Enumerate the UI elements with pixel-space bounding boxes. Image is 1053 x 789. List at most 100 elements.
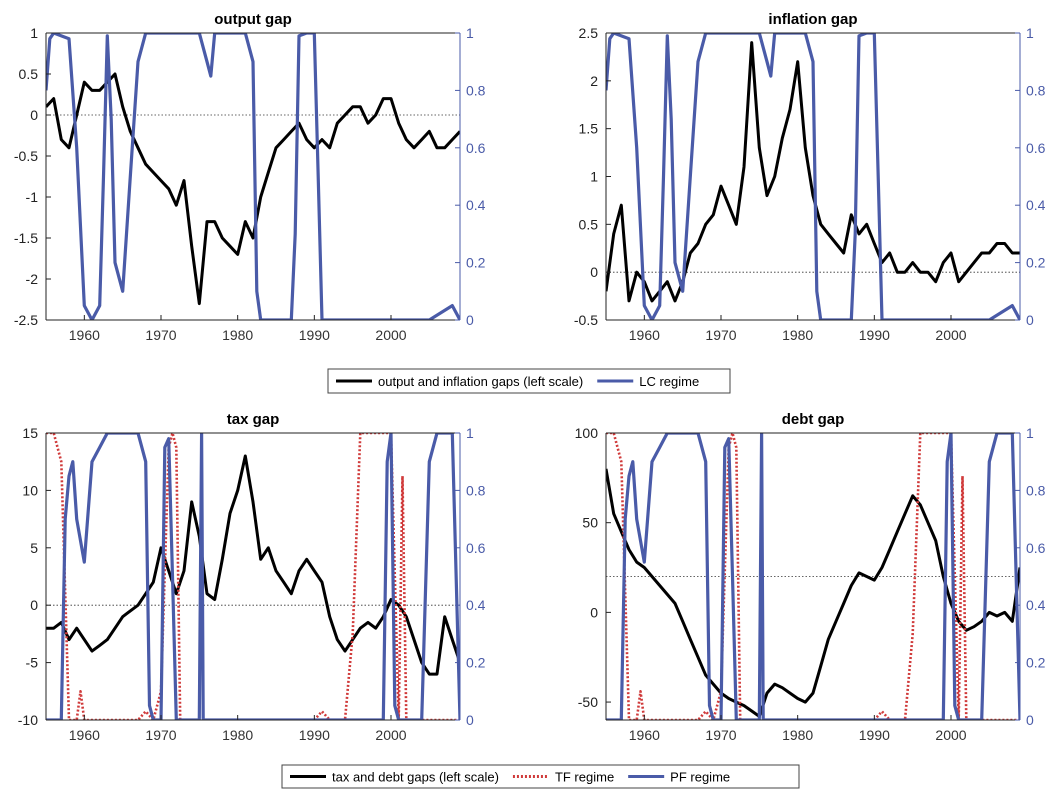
x-tick-label: 1970 (705, 727, 736, 743)
series-gap (606, 41, 1020, 303)
chart-title: output gap (214, 11, 291, 28)
series-group (46, 33, 460, 320)
x-tick-label: 1990 (299, 727, 330, 743)
x-tick-label: 2000 (375, 727, 406, 743)
legend-label: tax and debt gaps (left scale) (332, 770, 499, 785)
series-group (606, 33, 1020, 320)
y-tick-label: 5 (30, 540, 38, 556)
y-tick-label: 100 (575, 425, 599, 441)
chart-title: tax gap (227, 411, 280, 428)
x-tick-label: 1970 (145, 727, 176, 743)
y2-tick-label: 0.8 (466, 82, 486, 98)
y2-tick-label: 0.4 (1026, 197, 1046, 213)
series-lc-regime (606, 33, 1020, 320)
y-tick-label: -1 (26, 189, 39, 205)
y2-tick-label: 0 (1026, 712, 1034, 728)
y2-tick-label: 1 (466, 425, 474, 441)
y2-tick-label: 0.4 (466, 197, 486, 213)
x-tick-label: 1970 (145, 327, 176, 343)
y-tick-label: 0 (30, 597, 38, 613)
legend-box (281, 764, 800, 789)
y2-tick-label: 0.2 (466, 655, 486, 671)
y-tick-label: -5 (26, 655, 39, 671)
y2-tick-label: 0.6 (1026, 540, 1046, 556)
y-tick-label: 0 (590, 264, 598, 280)
y2-tick-label: 0.2 (1026, 255, 1046, 271)
x-tick-label: 1960 (629, 727, 660, 743)
series-tf-regime (46, 433, 460, 720)
y2-tick-label: 0.8 (466, 482, 486, 498)
y-tick-label: -2 (26, 271, 39, 287)
chart-title: debt gap (782, 411, 845, 428)
y-tick-label: -1.5 (14, 230, 38, 246)
y-tick-label: 50 (582, 515, 598, 531)
y-tick-label: 2 (590, 73, 598, 89)
x-tick-label: 1990 (859, 327, 890, 343)
y-tick-label: -0.5 (574, 312, 598, 328)
x-tick-label: 2000 (375, 327, 406, 343)
legend-label: output and inflation gaps (left scale) (378, 374, 583, 389)
y-tick-label: 2.5 (579, 25, 599, 41)
legend-label: TF regime (555, 770, 614, 785)
series-tf-regime (606, 433, 1020, 720)
y2-tick-label: 1 (1026, 25, 1034, 41)
x-tick-label: 2000 (935, 327, 966, 343)
y-tick-label: 10 (22, 482, 38, 498)
y-tick-label: 0 (590, 604, 598, 620)
x-tick-label: 1960 (69, 727, 100, 743)
series-gap (606, 468, 1020, 718)
x-tick-label: 1980 (222, 727, 253, 743)
y2-tick-label: 0.4 (1026, 597, 1046, 613)
x-tick-label: 1980 (222, 327, 253, 343)
y-tick-label: 1 (30, 25, 38, 41)
panel-inflation-gap: inflation gap 1960 1970 1980 1990 2000 -0.5 0 0.… (574, 11, 1046, 343)
x-tick-label: 1990 (299, 327, 330, 343)
y2-tick-label: 0.4 (466, 597, 486, 613)
panel-debt-gap: debt gap 1960 1970 1980 1990 2000 -50 0 50 100 0 0.… (575, 411, 1046, 743)
y2-tick-label: 0 (1026, 312, 1034, 328)
y-tick-label: 1 (590, 169, 598, 185)
series-pf-regime (46, 433, 460, 720)
y-tick-label: 0.5 (579, 216, 599, 232)
y2-tick-label: 0.2 (466, 255, 486, 271)
y-tick-label: 0 (30, 107, 38, 123)
y2-tick-label: 1 (1026, 425, 1034, 441)
y2-tick-label: 0.2 (1026, 655, 1046, 671)
legend-label: PF regime (670, 770, 730, 785)
y2-tick-label: 0 (466, 712, 474, 728)
legend-top: output and inflation gaps (left scale) LC… (327, 368, 731, 394)
x-tick-label: 2000 (935, 727, 966, 743)
series-gap (46, 454, 460, 676)
x-tick-label: 1960 (629, 327, 660, 343)
series-group (46, 433, 460, 720)
x-tick-label: 1980 (782, 327, 813, 343)
y-tick-label: -50 (578, 694, 598, 710)
series-group (606, 433, 1020, 720)
y2-tick-label: 0.6 (466, 540, 486, 556)
y2-tick-label: 0 (466, 312, 474, 328)
y-tick-label: -0.5 (14, 148, 38, 164)
legend-bottom: tax and debt gaps (left scale) TF regime P… (281, 764, 800, 789)
y-tick-label: 1.5 (579, 121, 599, 137)
y-tick-label: 0.5 (19, 66, 39, 82)
y2-tick-label: 0.8 (1026, 482, 1046, 498)
panel-tax-gap: tax gap 1960 1970 1980 1990 2000 -10 -5 0 5 10 15 0 0… (18, 411, 486, 743)
y2-tick-label: 0.6 (466, 140, 486, 156)
y2-tick-label: 1 (466, 25, 474, 41)
y-tick-label: 15 (22, 425, 38, 441)
x-tick-label: 1960 (69, 327, 100, 343)
series-lc-regime (46, 33, 460, 320)
panel-output-gap: output gap 1960 1970 1980 1990 2000 -2.5 -2 -1.5… (14, 11, 486, 343)
y2-tick-label: 0.8 (1026, 82, 1046, 98)
series-gap (46, 72, 460, 306)
legend-label: LC regime (639, 374, 699, 389)
x-tick-label: 1980 (782, 727, 813, 743)
y-tick-label: -10 (18, 712, 38, 728)
series-pf-regime (606, 433, 1020, 720)
chart-title: inflation gap (768, 11, 857, 28)
legend-box (327, 368, 731, 394)
y-tick-label: -2.5 (14, 312, 38, 328)
y2-tick-label: 0.6 (1026, 140, 1046, 156)
x-tick-label: 1970 (705, 327, 736, 343)
x-tick-label: 1990 (859, 727, 890, 743)
